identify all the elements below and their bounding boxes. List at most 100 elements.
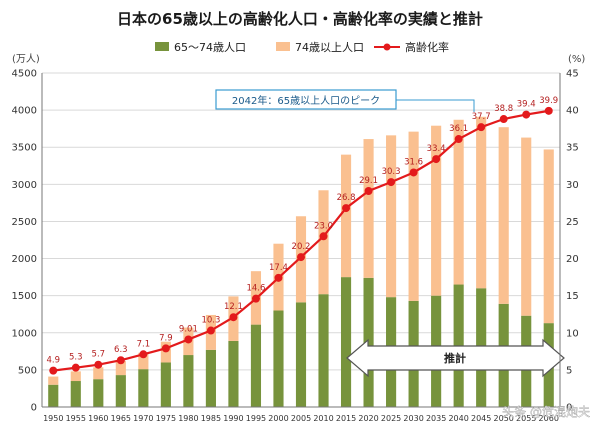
chart-title: 日本の65歳以上の高齢化人口・高齢化率の実績と推計 bbox=[117, 10, 483, 28]
left-tick-label: 0 bbox=[31, 403, 37, 414]
peak-annotation-text: 2042年：65歳以上人口のピーク bbox=[232, 94, 380, 107]
rate-data-label: 4.9 bbox=[46, 356, 60, 366]
rate-data-label: 26.8 bbox=[337, 193, 356, 203]
rate-data-label: 31.6 bbox=[404, 157, 423, 167]
rate-point bbox=[251, 294, 260, 303]
bar-young bbox=[70, 381, 81, 407]
bar-old bbox=[408, 131, 419, 301]
rate-data-label: 5.7 bbox=[92, 350, 106, 360]
rate-data-label: 17.4 bbox=[269, 263, 288, 273]
legend-swatch-young bbox=[155, 42, 169, 51]
rate-data-label: 20.2 bbox=[292, 242, 311, 252]
right-tick-label: 10 bbox=[566, 328, 579, 339]
x-tick-label: 1995 bbox=[246, 414, 266, 423]
rate-data-label: 33.4 bbox=[427, 144, 446, 154]
rate-point bbox=[71, 363, 80, 372]
rate-data-label: 7.9 bbox=[159, 333, 173, 343]
legend-marker-rate bbox=[383, 43, 391, 51]
rate-point bbox=[116, 356, 125, 365]
rate-data-label: 36.1 bbox=[449, 124, 468, 134]
bar-young bbox=[138, 369, 149, 407]
bar-young bbox=[205, 349, 216, 407]
left-tick-label: 3500 bbox=[12, 143, 37, 154]
rate-point bbox=[274, 273, 283, 282]
legend-label-rate: 高齢化率 bbox=[405, 40, 449, 54]
x-tick-label: 1980 bbox=[178, 414, 198, 423]
rate-data-label: 5.3 bbox=[69, 353, 83, 363]
x-tick-label: 1970 bbox=[133, 414, 153, 423]
rate-point bbox=[161, 344, 170, 353]
rate-data-label: 7.1 bbox=[137, 339, 151, 349]
x-tick-label: 2060 bbox=[539, 414, 559, 423]
right-tick-label: 35 bbox=[566, 143, 579, 154]
rate-point bbox=[319, 232, 328, 241]
bar-young bbox=[48, 384, 59, 407]
rate-data-label: 37.7 bbox=[472, 112, 491, 122]
bar-young bbox=[318, 294, 329, 407]
bar-young bbox=[295, 302, 307, 407]
right-unit-label: (%) bbox=[568, 54, 585, 65]
x-tick-label: 2010 bbox=[313, 414, 333, 423]
right-tick-label: 20 bbox=[566, 254, 579, 265]
x-tick-label: 2015 bbox=[336, 414, 356, 423]
axis-layer: 0 500 1000 1500 2000 2500 3000 3500 4000 4500 0 5 10… bbox=[12, 69, 579, 424]
bar-young bbox=[160, 362, 171, 407]
peak-annotation-leader bbox=[396, 99, 475, 112]
rate-point bbox=[544, 106, 553, 115]
bar-old bbox=[115, 360, 126, 376]
projection-label: 推計 bbox=[444, 351, 466, 365]
bar-old bbox=[93, 367, 104, 380]
rate-data-label: 39.9 bbox=[539, 96, 558, 106]
bar-old bbox=[543, 149, 554, 324]
legend-label-young: 65〜74歳人口 bbox=[174, 41, 246, 54]
legend-label-old: 74歳以上人口 bbox=[295, 41, 364, 54]
right-tick-label: 45 bbox=[566, 69, 579, 80]
bar-old bbox=[386, 135, 397, 298]
bar-old bbox=[453, 119, 464, 285]
x-tick-label: 2020 bbox=[358, 414, 378, 423]
left-tick-label: 4000 bbox=[12, 106, 37, 117]
right-tick-label: 15 bbox=[566, 291, 579, 302]
left-tick-label: 500 bbox=[18, 365, 37, 376]
rate-point bbox=[499, 115, 508, 124]
rate-data-label: 10.3 bbox=[201, 316, 220, 326]
x-tick-label: 2025 bbox=[381, 414, 401, 423]
rate-point bbox=[139, 350, 148, 359]
rate-data-label: 14.6 bbox=[246, 284, 265, 294]
rate-point bbox=[342, 204, 351, 213]
x-tick-label: 2030 bbox=[403, 414, 423, 423]
right-tick-label: 40 bbox=[566, 106, 579, 117]
rate-data-label: 23.0 bbox=[314, 221, 333, 231]
rate-point bbox=[409, 168, 418, 177]
left-unit-label: (万人) bbox=[12, 53, 40, 65]
bar-old bbox=[48, 376, 59, 385]
x-tick-label: 2035 bbox=[426, 414, 446, 423]
bar-old bbox=[431, 125, 442, 296]
rate-point bbox=[522, 110, 531, 119]
rate-point bbox=[229, 313, 238, 322]
x-tick-label: 1950 bbox=[43, 414, 63, 423]
bar-young bbox=[228, 340, 239, 407]
rate-point bbox=[454, 135, 463, 144]
rate-data-label: 9.01 bbox=[179, 324, 198, 334]
bar-old bbox=[521, 137, 532, 316]
x-tick-label: 2000 bbox=[268, 414, 288, 423]
rate-data-label: 30.3 bbox=[382, 167, 401, 177]
rate-point bbox=[364, 187, 373, 196]
bar-young bbox=[115, 375, 126, 407]
rate-data-label: 12.1 bbox=[224, 302, 243, 312]
rate-point bbox=[94, 360, 103, 369]
x-tick-label: 2040 bbox=[448, 414, 468, 423]
left-tick-label: 3000 bbox=[12, 180, 37, 191]
bar-old bbox=[340, 154, 352, 278]
bar-old bbox=[363, 139, 374, 278]
bar-young bbox=[183, 355, 194, 407]
x-tick-label: 1975 bbox=[156, 414, 176, 423]
rate-data-label: 39.4 bbox=[517, 100, 536, 110]
rate-point bbox=[477, 123, 486, 132]
bar-old bbox=[138, 352, 149, 370]
left-tick-label: 2500 bbox=[12, 217, 37, 228]
bar-young bbox=[340, 277, 352, 407]
